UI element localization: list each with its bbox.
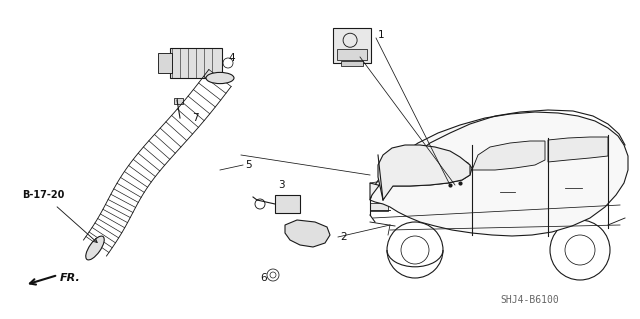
Text: 2: 2 <box>340 232 347 242</box>
Bar <box>275 195 300 213</box>
Text: 7: 7 <box>192 113 198 123</box>
Bar <box>333 28 371 63</box>
Text: SHJ4-B6100: SHJ4-B6100 <box>500 295 559 305</box>
Text: B-17-20: B-17-20 <box>22 190 65 200</box>
Polygon shape <box>285 220 330 247</box>
Text: 4: 4 <box>228 53 235 63</box>
Text: 5: 5 <box>245 160 252 170</box>
Ellipse shape <box>462 165 474 172</box>
Bar <box>158 53 172 73</box>
Ellipse shape <box>206 72 234 84</box>
Bar <box>170 48 222 78</box>
Polygon shape <box>370 112 628 236</box>
Text: 6: 6 <box>260 273 267 283</box>
Text: 3: 3 <box>278 180 285 190</box>
Bar <box>337 49 367 60</box>
Polygon shape <box>472 141 545 170</box>
Bar <box>341 61 363 66</box>
Ellipse shape <box>86 236 104 260</box>
Polygon shape <box>370 157 472 200</box>
Bar <box>174 98 183 104</box>
Text: FR.: FR. <box>60 273 81 283</box>
Text: 1: 1 <box>378 30 385 40</box>
Polygon shape <box>378 145 470 200</box>
Bar <box>370 203 388 211</box>
Polygon shape <box>548 137 608 162</box>
